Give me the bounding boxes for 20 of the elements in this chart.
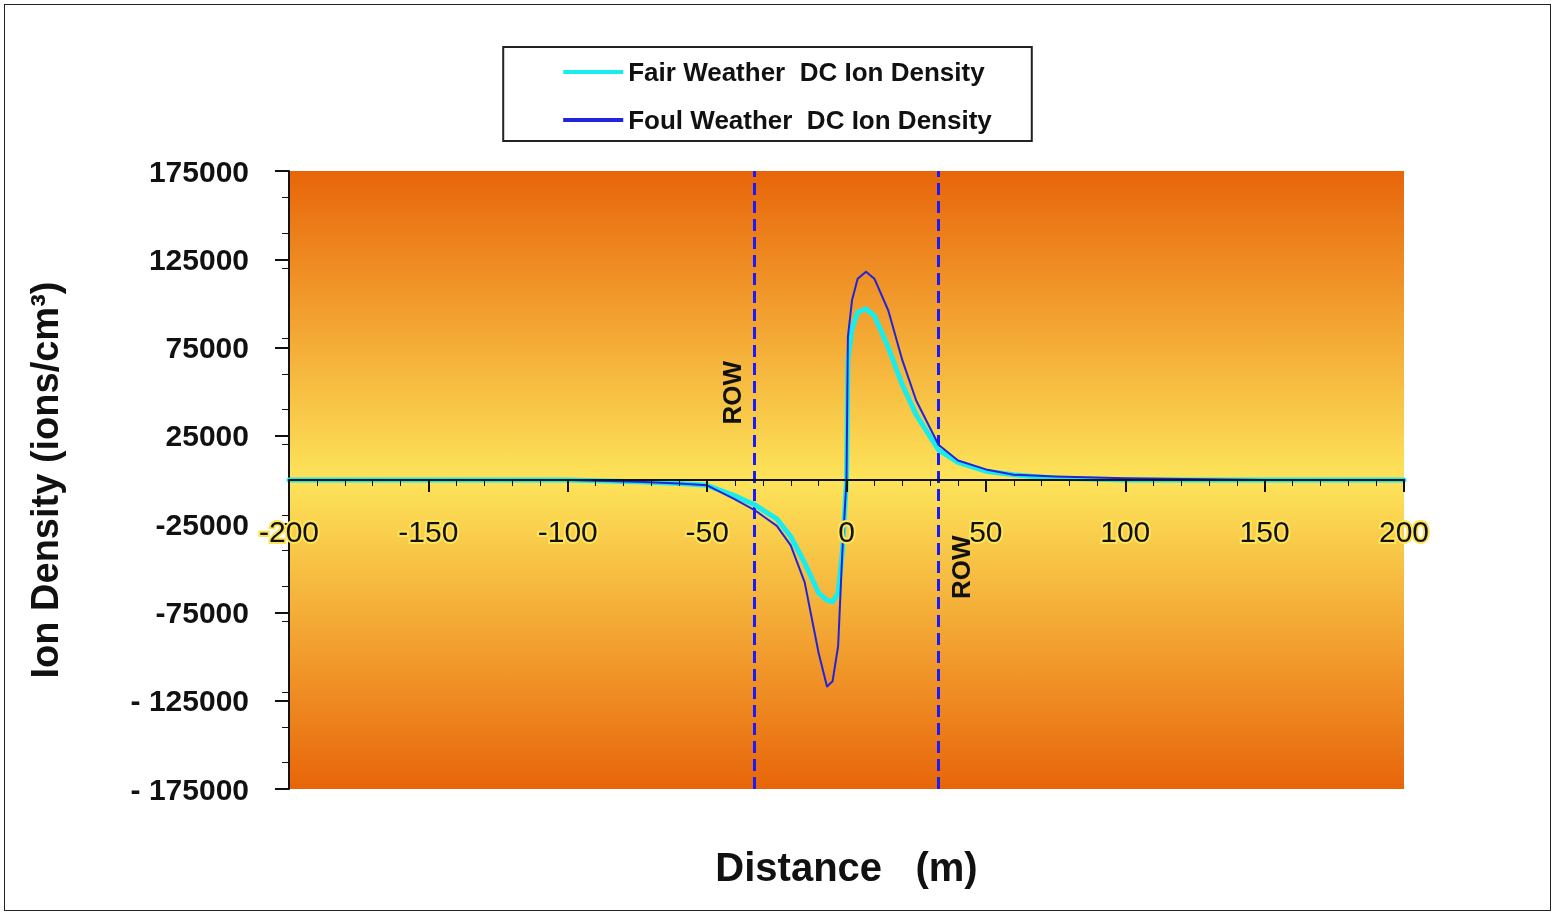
x-tick-label: -200 [258,514,320,548]
y-tick-label: 25000 [165,419,249,453]
x-tick-label: -50 [685,514,729,548]
y-tick-label: - 125000 [130,684,249,718]
x-axis-title: Distance (m) [715,845,978,889]
legend-label: Foul Weather DC Ion Density [628,105,993,135]
y-tick-label: -25000 [155,507,249,541]
ref-line-label: ROW [716,360,747,425]
x-tick-label: 200 [1378,514,1430,548]
y-tick-label: 75000 [165,331,249,365]
x-tick-label: 100 [1100,514,1151,548]
y-tick-label: - 175000 [130,772,249,806]
x-tick-label: -150 [398,514,459,548]
x-tick-label: 150 [1239,514,1290,548]
y-tick-label: -75000 [155,595,249,629]
legend-label: Fair Weather DC Ion Density [628,57,986,87]
y-tick-label: 125000 [148,242,249,276]
x-tick-label: -100 [537,514,598,548]
y-tick-label: 175000 [148,154,249,188]
y-axis-title: Ion Density (ions/cm³) [24,281,66,679]
